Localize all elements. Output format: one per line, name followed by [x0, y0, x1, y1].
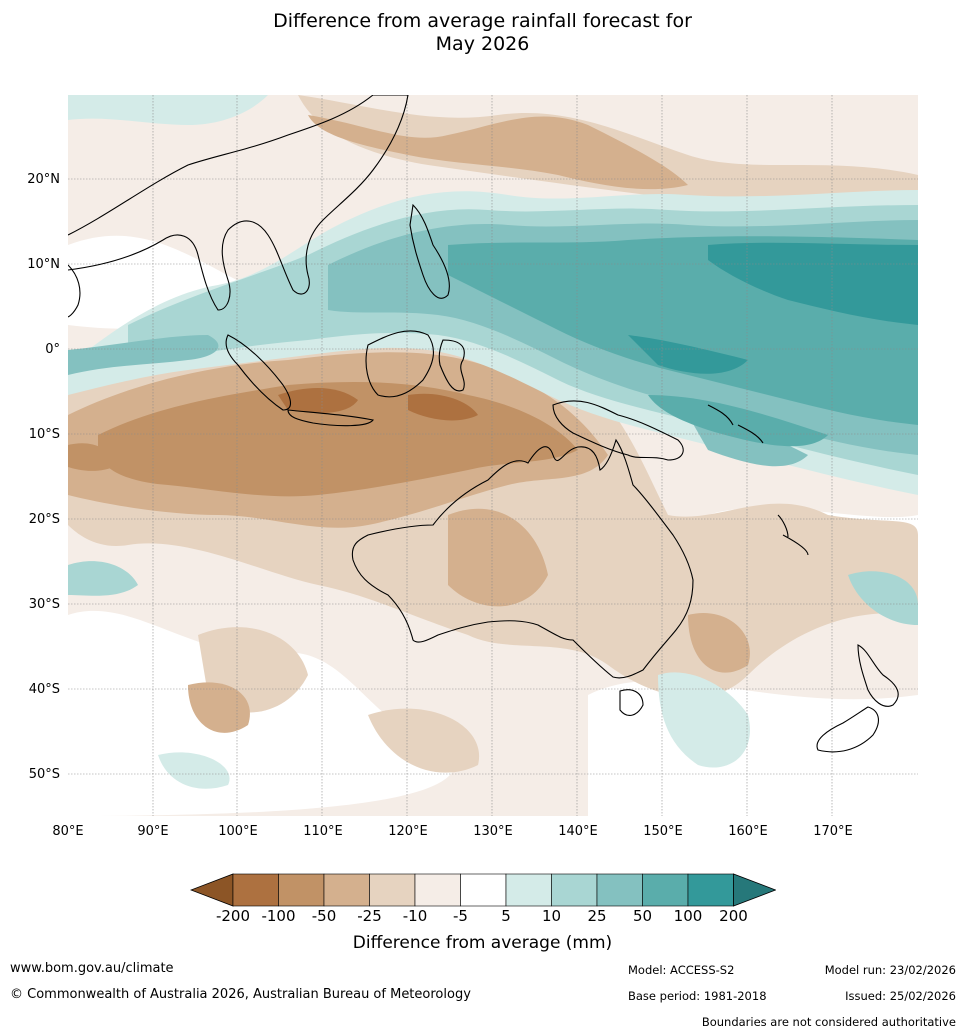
new-caledonia-coastline: [782, 534, 809, 556]
colorbar-label: Difference from average (mm): [352, 933, 613, 953]
colorbar-segment: [505, 873, 552, 907]
lon-label-160e: 160°E: [728, 824, 768, 839]
lat-label-0: 0°: [45, 342, 60, 357]
colorbar-segment: [551, 873, 598, 907]
very-strong-dry-regions: [278, 388, 478, 421]
colorbar-tick-label: 100: [673, 907, 703, 925]
colorbar-tick-label: 200: [719, 907, 748, 925]
gridlines: [68, 95, 918, 816]
colorbar-extend-low: [190, 873, 234, 907]
colorbar-tick-label: 10: [541, 907, 562, 925]
colorbar-tick-label: -5: [453, 907, 468, 925]
colorbar-segment: [596, 873, 643, 907]
lat-label-20n: 20°N: [27, 172, 60, 187]
colorbar-segment: [278, 873, 325, 907]
lat-label-10s: 10°S: [28, 427, 60, 442]
lon-label-90e: 90°E: [137, 824, 169, 839]
rainfall-map-svg: [68, 95, 918, 816]
colorbar-tick-label: 25: [587, 907, 607, 925]
colorbar-tick-label: 50: [632, 907, 653, 925]
colorbar-segment: [232, 873, 279, 907]
asia-mainland-coastline: [68, 95, 409, 311]
lat-label-30s: 30°S: [28, 597, 60, 612]
lat-label-10n: 10°N: [27, 257, 60, 272]
lon-label-150e: 150°E: [643, 824, 683, 839]
footer-url[interactable]: www.bom.gov.au/climate: [10, 961, 174, 976]
map-title-line2: May 2026: [435, 33, 530, 55]
sulawesi-coastline: [438, 339, 465, 392]
india-coastline: [68, 264, 81, 318]
colorbar-segment: [642, 873, 689, 907]
footer-issued: Issued: 25/02/2026: [845, 989, 956, 1003]
coastlines: [68, 95, 899, 753]
footer-copyright: © Commonwealth of Australia 2026, Austra…: [10, 987, 471, 1002]
colorbar-extend-high: [733, 873, 776, 907]
colorbar-tick-label: 5: [501, 907, 511, 925]
rainfall-map[interactable]: [68, 95, 918, 816]
lon-label-100e: 100°E: [218, 824, 258, 839]
sumatra-coastline: [225, 334, 292, 411]
lat-label-40s: 40°S: [28, 682, 60, 697]
lon-label-110e: 110°E: [303, 824, 343, 839]
colorbar-segment: [414, 873, 461, 907]
lon-label-130e: 130°E: [473, 824, 513, 839]
borneo-coastline: [365, 330, 434, 398]
colorbar-tick-label: -25: [357, 907, 382, 925]
new-guinea-coastline: [552, 400, 684, 461]
lon-label-120e: 120°E: [388, 824, 428, 839]
very-high-wet-regions: [628, 242, 918, 374]
colorbar-segment: [369, 873, 416, 907]
new-zealand-north-coastline: [857, 644, 899, 707]
australia-coastline: [351, 438, 694, 679]
footer-boundaries-note: Boundaries are not considered authoritat…: [701, 1015, 956, 1029]
lat-label-50s: 50°S: [28, 767, 60, 782]
colorbar-segment: [323, 873, 370, 907]
colorbar-segment: [687, 873, 734, 907]
lon-label-140e: 140°E: [558, 824, 598, 839]
lat-label-20s: 20°S: [28, 512, 60, 527]
footer-model: Model: ACCESS-S2: [628, 963, 735, 977]
map-title: Difference from average rainfall forecas…: [0, 10, 965, 56]
map-title-line1: Difference from average rainfall forecas…: [273, 10, 692, 32]
solomon-islands-coastline: [707, 404, 764, 444]
tasmania-coastline: [619, 689, 644, 716]
colorbar-tick-label: -200: [215, 907, 251, 925]
colorbar-segments: [190, 873, 776, 907]
vanuatu-coastline: [777, 514, 789, 538]
footer-model-run: Model run: 23/02/2026: [824, 963, 956, 977]
colorbar-tick-label: -50: [311, 907, 337, 925]
colorbar: [190, 873, 776, 907]
colorbar-tick-label: -100: [261, 907, 296, 925]
java-coastline: [287, 409, 374, 427]
new-zealand-south-coastline: [816, 706, 879, 753]
footer-base-period: Base period: 1981-2018: [628, 989, 767, 1003]
colorbar-tick-label: -10: [402, 907, 428, 925]
philippines-coastline: [409, 203, 450, 299]
lon-label-170e: 170°E: [813, 824, 853, 839]
colorbar-segment: [460, 873, 507, 907]
lon-label-80e: 80°E: [52, 824, 84, 839]
